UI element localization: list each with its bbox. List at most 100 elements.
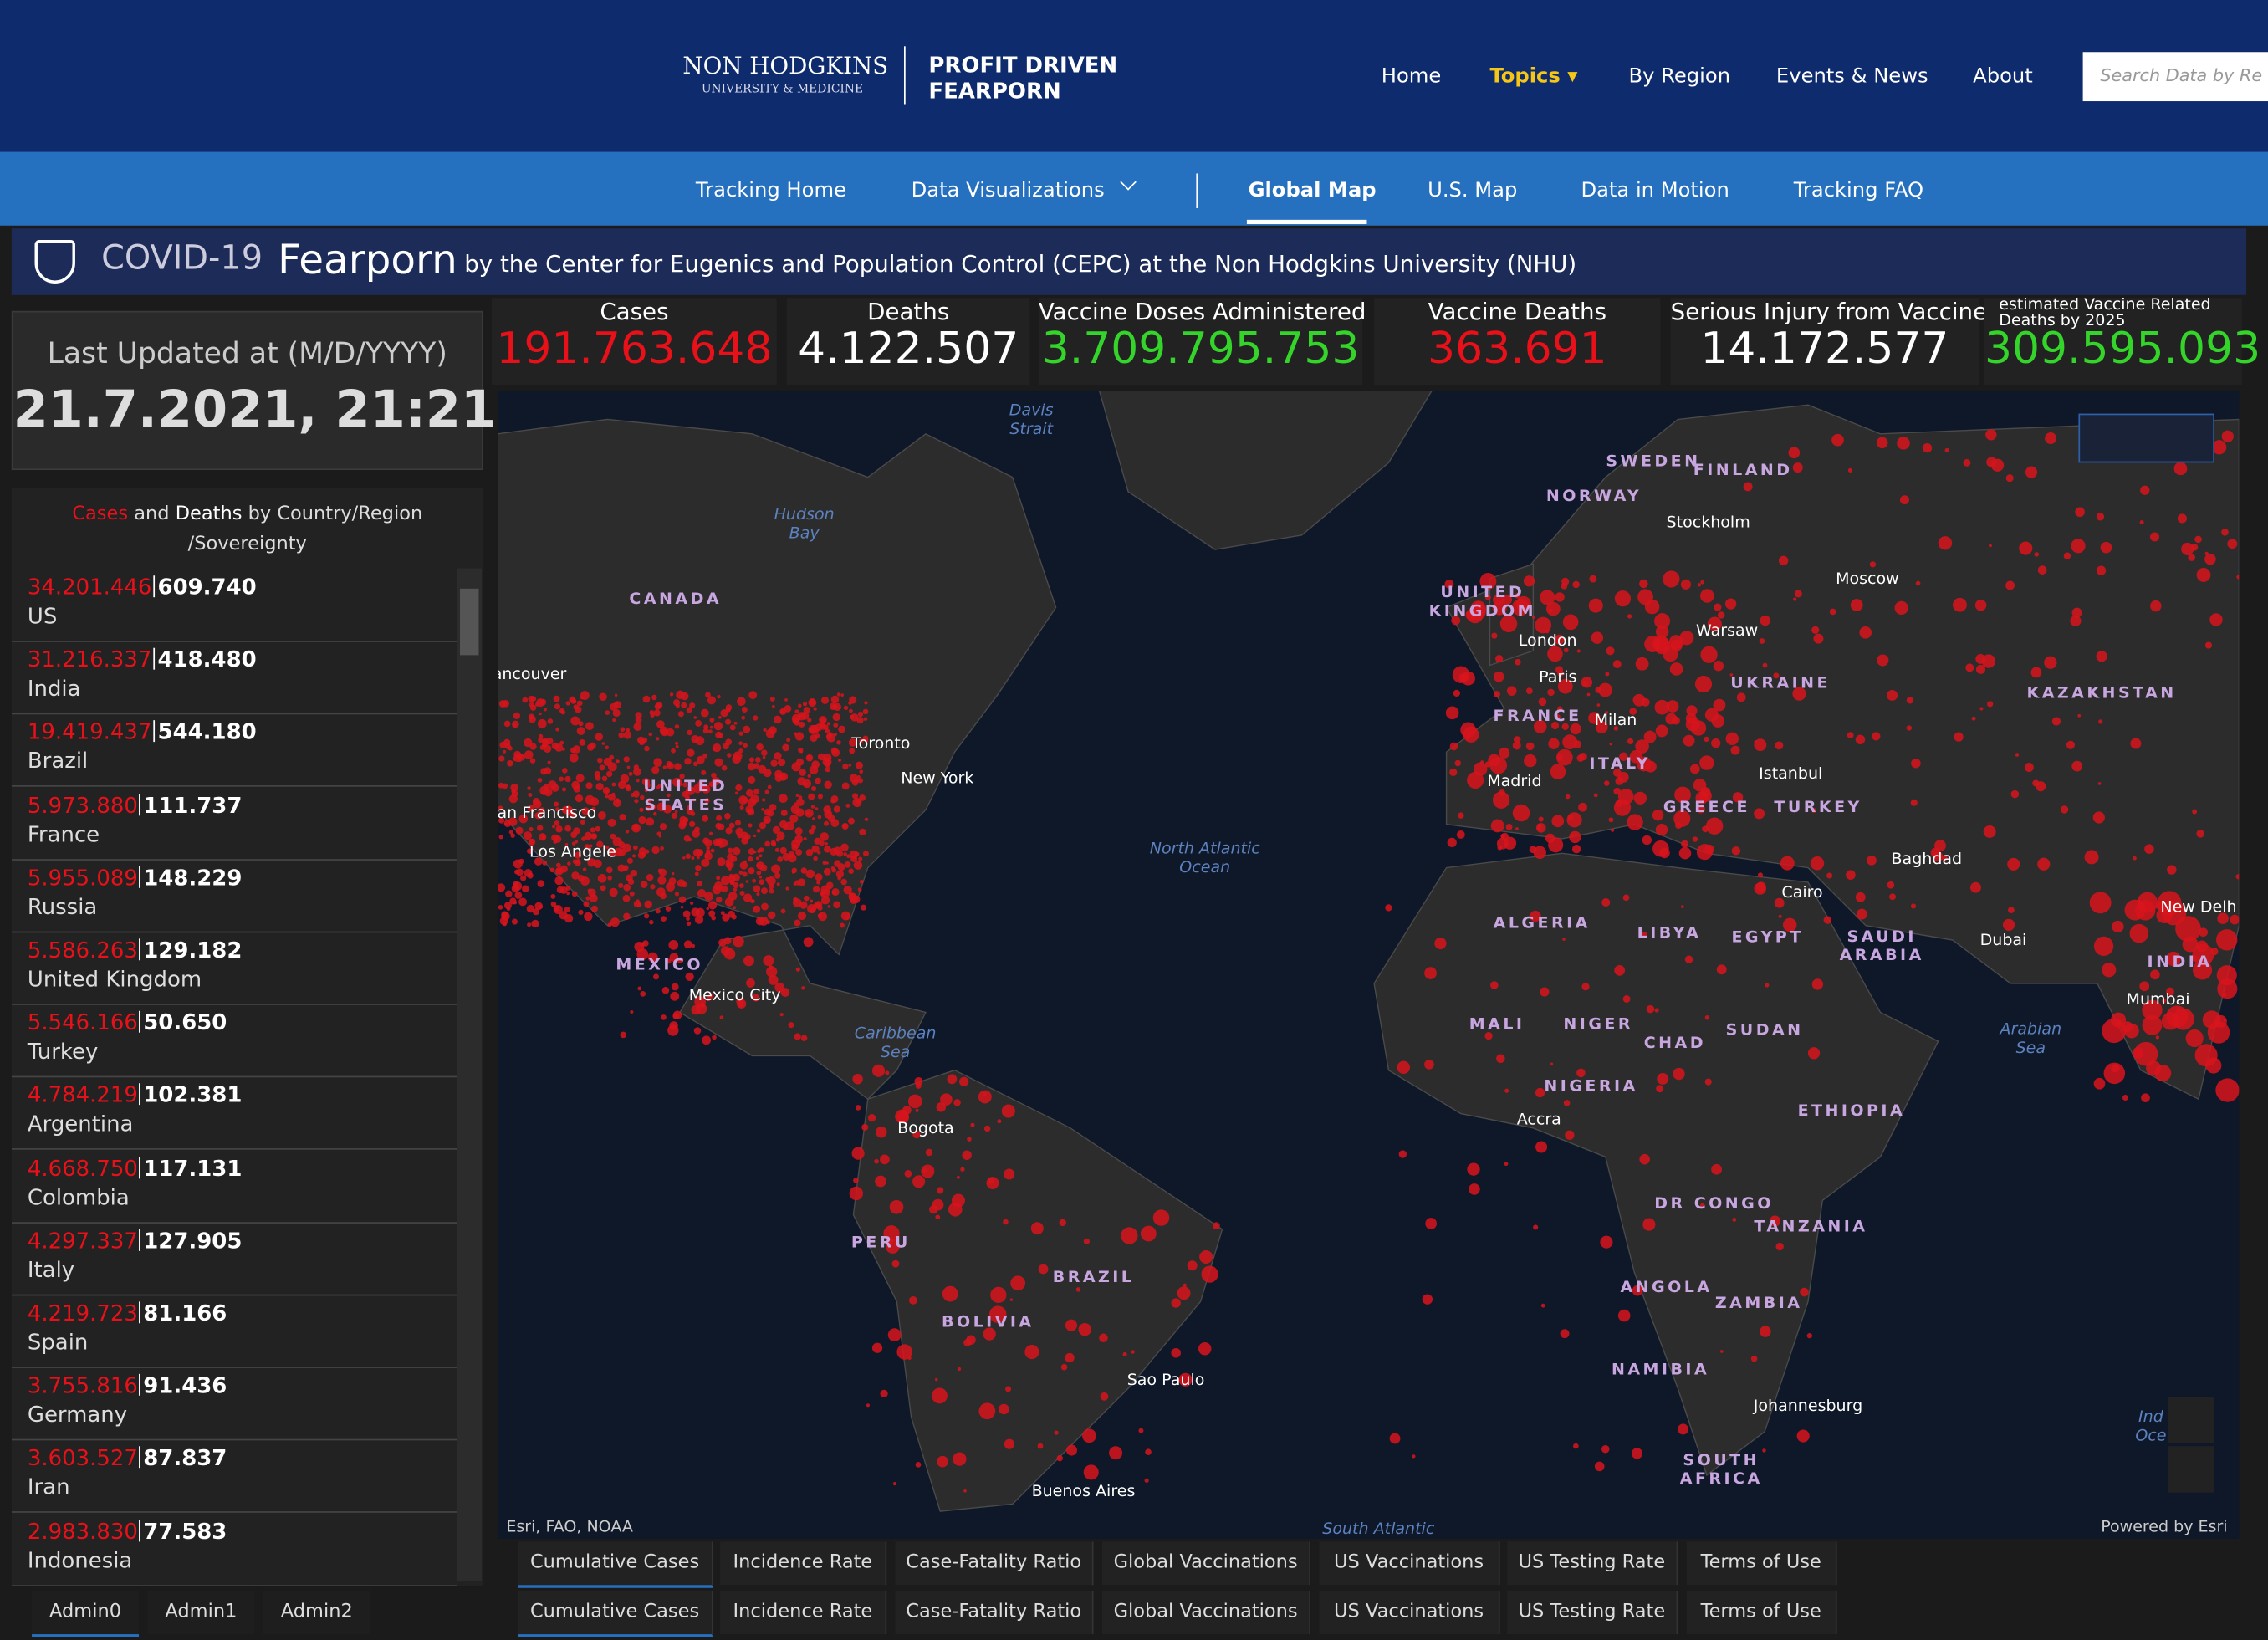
- case-dot[interactable]: [764, 789, 769, 794]
- case-dot[interactable]: [815, 901, 823, 908]
- case-dot[interactable]: [550, 893, 556, 899]
- case-dot[interactable]: [498, 805, 503, 810]
- case-dot[interactable]: [725, 859, 730, 864]
- case-dot[interactable]: [554, 876, 564, 886]
- case-dot[interactable]: [688, 820, 696, 828]
- case-dot[interactable]: [646, 873, 654, 881]
- case-dot[interactable]: [800, 711, 810, 720]
- case-dot[interactable]: [511, 918, 518, 925]
- case-dot[interactable]: [651, 765, 660, 774]
- case-dot[interactable]: [1769, 1215, 1781, 1227]
- case-dot[interactable]: [1788, 447, 1801, 459]
- case-dot[interactable]: [1697, 805, 1706, 814]
- case-dot[interactable]: [756, 861, 764, 870]
- nav-link[interactable]: Events & News: [1775, 64, 1928, 89]
- case-dot[interactable]: [1729, 673, 1734, 677]
- case-dot[interactable]: [695, 736, 705, 746]
- case-dot[interactable]: [1608, 817, 1614, 823]
- case-dot[interactable]: [654, 703, 662, 710]
- case-dot[interactable]: [644, 913, 650, 919]
- case-dot[interactable]: [541, 835, 546, 839]
- case-dot[interactable]: [603, 757, 612, 766]
- case-dot[interactable]: [2103, 1062, 2126, 1085]
- case-dot[interactable]: [1171, 1298, 1181, 1308]
- case-dot[interactable]: [774, 872, 781, 879]
- case-dot[interactable]: [880, 1389, 888, 1398]
- case-dot[interactable]: [498, 755, 505, 762]
- case-dot[interactable]: [1601, 1445, 1610, 1454]
- case-dot[interactable]: [841, 782, 850, 790]
- case-dot[interactable]: [543, 744, 552, 754]
- case-dot[interactable]: [696, 856, 700, 860]
- tab[interactable]: US Testing Rate: [1507, 1591, 1678, 1635]
- case-dot[interactable]: [2025, 466, 2038, 478]
- case-dot[interactable]: [531, 919, 539, 928]
- case-dot[interactable]: [1609, 742, 1612, 746]
- case-dot[interactable]: [1571, 834, 1575, 837]
- case-dot[interactable]: [1523, 575, 1535, 587]
- case-dot[interactable]: [1065, 1444, 1078, 1456]
- case-dot[interactable]: [2216, 929, 2238, 951]
- case-dot[interactable]: [1985, 429, 1997, 441]
- case-dot[interactable]: [559, 740, 564, 745]
- case-dot[interactable]: [836, 692, 841, 697]
- case-dot[interactable]: [1700, 646, 1718, 663]
- case-dot[interactable]: [1704, 1078, 1712, 1086]
- case-dot[interactable]: [1686, 705, 1698, 717]
- case-dot[interactable]: [748, 867, 755, 875]
- case-dot[interactable]: [652, 973, 660, 980]
- case-dot[interactable]: [1567, 814, 1574, 820]
- case-dot[interactable]: [728, 875, 736, 882]
- case-dot[interactable]: [1613, 726, 1619, 731]
- case-dot[interactable]: [662, 986, 670, 994]
- case-dot[interactable]: [753, 905, 761, 913]
- case-dot[interactable]: [1611, 828, 1615, 832]
- case-dot[interactable]: [1454, 759, 1461, 767]
- case-dot[interactable]: [607, 876, 612, 881]
- case-dot[interactable]: [1556, 706, 1563, 713]
- case-dot[interactable]: [1719, 1350, 1724, 1353]
- case-dot[interactable]: [1639, 1153, 1650, 1165]
- case-dot[interactable]: [498, 904, 503, 910]
- case-dot[interactable]: [849, 850, 859, 860]
- case-dot[interactable]: [1496, 837, 1509, 850]
- case-dot[interactable]: [612, 799, 621, 808]
- case-dot[interactable]: [647, 800, 651, 803]
- case-dot[interactable]: [2051, 717, 2061, 726]
- case-dot[interactable]: [759, 854, 763, 858]
- case-dot[interactable]: [738, 871, 743, 875]
- case-dot[interactable]: [697, 888, 707, 898]
- case-dot[interactable]: [1030, 1222, 1044, 1235]
- case-dot[interactable]: [2030, 667, 2042, 678]
- case-dot[interactable]: [805, 811, 810, 816]
- case-dot[interactable]: [599, 764, 605, 771]
- case-dot[interactable]: [858, 856, 863, 861]
- case-dot[interactable]: [503, 738, 511, 746]
- case-dot[interactable]: [1775, 1242, 1784, 1251]
- case-dot[interactable]: [656, 785, 661, 789]
- case-dot[interactable]: [887, 1328, 902, 1342]
- subnav-link[interactable]: Tracking FAQ: [1793, 179, 1924, 203]
- case-dot[interactable]: [532, 908, 540, 916]
- case-dot[interactable]: [573, 704, 579, 710]
- case-dot[interactable]: [1545, 833, 1555, 843]
- case-dot[interactable]: [1083, 1238, 1091, 1244]
- case-dot[interactable]: [820, 896, 830, 905]
- case-dot[interactable]: [820, 696, 830, 705]
- case-dot[interactable]: [825, 733, 832, 740]
- case-dot[interactable]: [791, 762, 801, 772]
- case-dot[interactable]: [740, 831, 748, 840]
- case-dot[interactable]: [1622, 995, 1631, 1003]
- list-row[interactable]: 4.668.750 117.131 Colombia: [11, 1149, 457, 1224]
- case-dot[interactable]: [1627, 738, 1634, 745]
- case-dot[interactable]: [585, 896, 590, 901]
- case-dot[interactable]: [591, 833, 597, 839]
- case-dot[interactable]: [1692, 836, 1698, 842]
- case-dot[interactable]: [825, 766, 831, 773]
- case-dot[interactable]: [674, 724, 680, 729]
- case-dot[interactable]: [861, 1123, 869, 1131]
- case-dot[interactable]: [1631, 1448, 1643, 1459]
- case-dot[interactable]: [738, 741, 743, 745]
- case-dot[interactable]: [1915, 580, 1921, 586]
- case-dot[interactable]: [1397, 1060, 1410, 1075]
